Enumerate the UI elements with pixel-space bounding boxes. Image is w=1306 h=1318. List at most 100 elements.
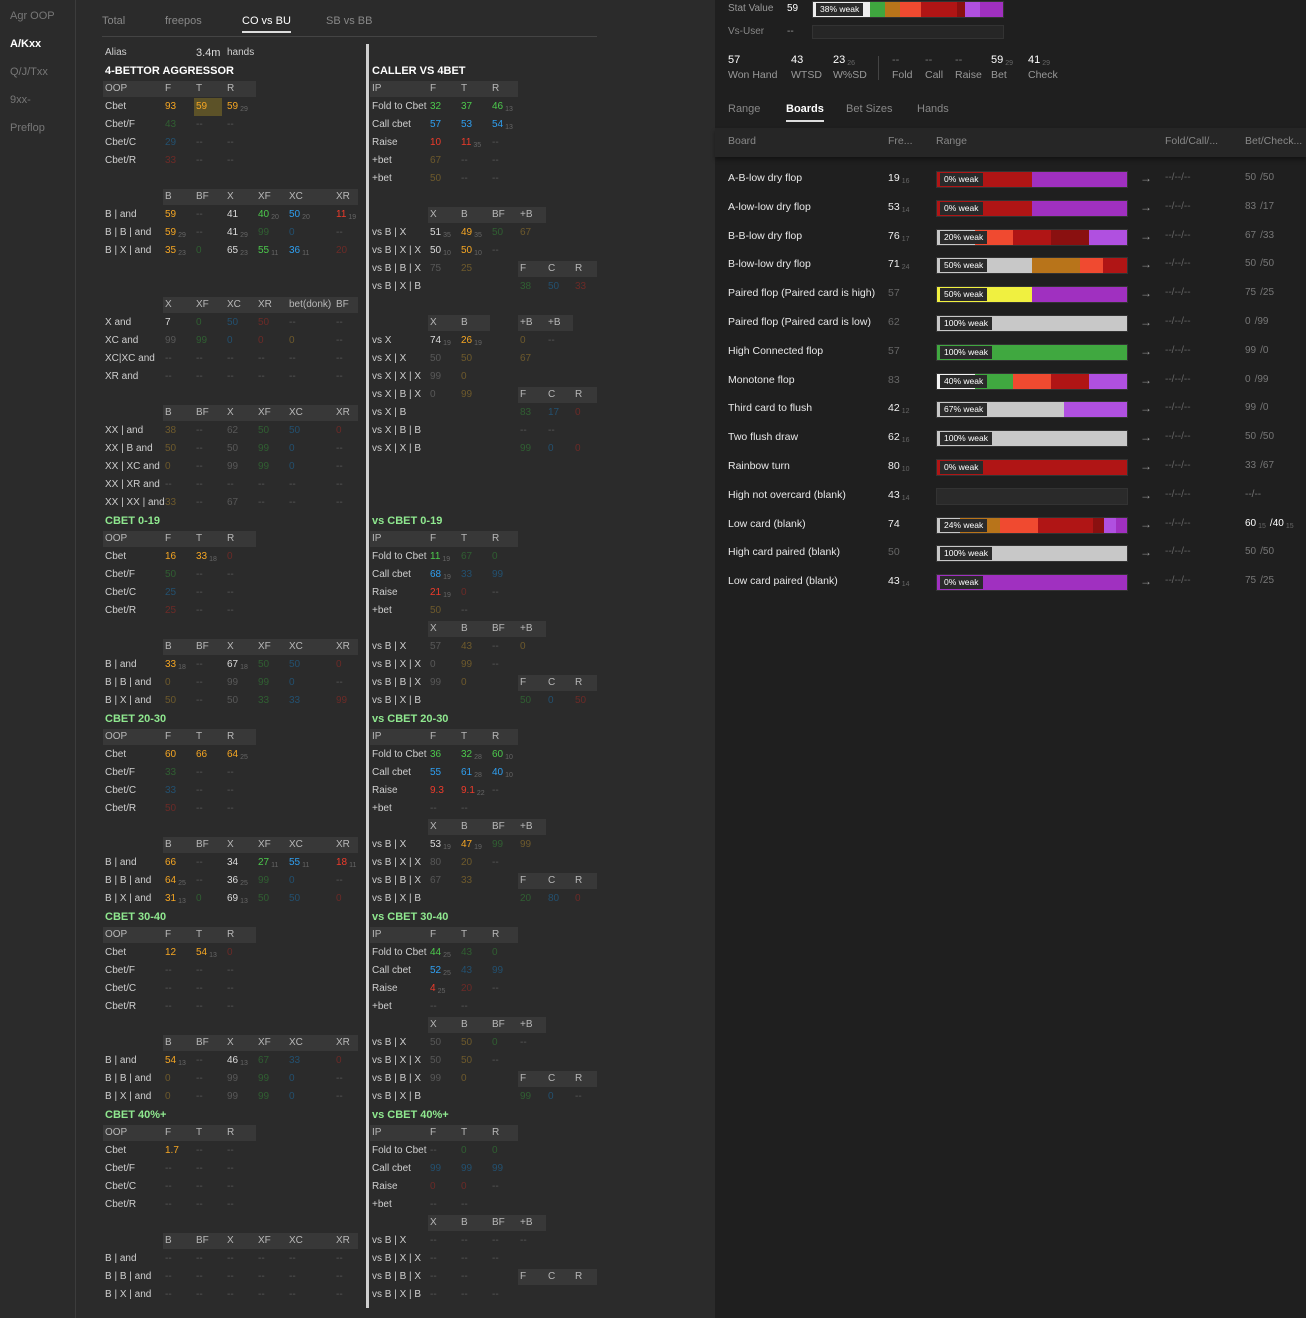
table-cell: +bet <box>370 602 425 620</box>
cell-value: -- <box>227 353 234 364</box>
cell-sub: 25 <box>240 754 248 761</box>
table-cell: 33 <box>459 566 487 584</box>
row-label: XX | and <box>105 425 144 436</box>
table-cell: vs X | X <box>370 350 425 368</box>
board-tab[interactable]: Range <box>728 103 761 115</box>
cell-value: 16 <box>165 551 177 562</box>
row-label: XR and <box>105 371 139 382</box>
cell-value: 9.1 <box>461 785 475 796</box>
bet-check: 67/33 <box>1245 230 1274 241</box>
table-cell: F <box>163 81 194 97</box>
freq-sub: 16 <box>901 437 910 445</box>
row-label: Cbet/C <box>105 587 137 598</box>
cell-sub: 18 <box>240 664 248 671</box>
cell-value: 20 <box>520 893 532 904</box>
range-segment <box>980 2 1003 17</box>
cell-value: 33 <box>196 551 208 562</box>
table-cell: 37 <box>459 98 487 116</box>
tab[interactable]: freepos <box>165 15 202 27</box>
cell-sub: 29 <box>240 232 248 239</box>
range-segment <box>1089 373 1127 389</box>
board-tab[interactable]: Hands <box>917 103 949 115</box>
board-name[interactable]: Third card to flush <box>728 402 813 415</box>
table-cell: -- <box>287 368 331 386</box>
row-label: vs B | B | X <box>372 1073 422 1084</box>
board-name[interactable]: Paired flop (Paired card is low) <box>728 316 871 328</box>
row-label: Fold to Cbet <box>372 749 427 760</box>
cell-value: -- <box>461 1253 468 1264</box>
board-name[interactable]: Two flush draw <box>728 431 799 444</box>
range-bar <box>936 199 1128 217</box>
table-cell: 0 <box>163 1070 191 1088</box>
table-cell: -- <box>459 1286 487 1304</box>
cell-value: -- <box>336 227 343 238</box>
sidebar-item[interactable]: Q/J/Txx <box>10 66 48 78</box>
table-cell: 16 <box>163 548 191 566</box>
freq-value: 57 <box>888 287 900 300</box>
table-cell: 0 <box>459 1142 487 1160</box>
tab[interactable]: Total <box>102 15 126 27</box>
table-cell: X <box>225 639 256 655</box>
cell-value: 32 <box>461 749 473 760</box>
board-name[interactable]: High Connected flop <box>728 344 824 357</box>
board-name[interactable]: B-B-low dry flop <box>728 229 803 242</box>
board-name[interactable]: Low card (blank) <box>728 517 806 530</box>
sidebar-item[interactable]: Preflop <box>10 122 45 134</box>
board-tab[interactable]: Bet Sizes <box>846 103 893 115</box>
table-cell: 20 <box>459 854 487 872</box>
freq-value: 76 <box>888 229 900 242</box>
table-cell: 57 <box>428 638 456 656</box>
cell-value: 25 <box>461 263 473 274</box>
stat-value: 59 <box>787 3 799 14</box>
cell-value: 75 <box>430 263 442 274</box>
sidebar-item[interactable]: Agr OOP <box>10 10 55 22</box>
fcr: --/--/-- <box>1165 431 1191 443</box>
row-label: B | and <box>105 857 137 868</box>
stat-value: -- <box>787 26 794 37</box>
table-cell: -- <box>490 1178 515 1196</box>
range-segment <box>1013 373 1051 389</box>
table-cell: 60 <box>163 746 191 764</box>
row-label: Cbet/C <box>105 1181 137 1192</box>
sidebar-item[interactable]: A/Kxx <box>10 38 42 50</box>
sidebar-item[interactable]: 9xx- <box>10 94 31 106</box>
board-name[interactable]: A-B-low dry flop <box>728 172 803 184</box>
cell-sub: 18 <box>178 664 186 671</box>
table-cell: Fold to Cbet <box>370 944 426 962</box>
stat-number-text: 57 <box>728 54 741 66</box>
table-cell: 50 <box>287 890 331 908</box>
column-header: R <box>227 929 235 940</box>
fcr: --/--/-- <box>1165 460 1191 471</box>
cell-value: -- <box>196 1271 203 1282</box>
column-header: X <box>227 839 234 850</box>
table-cell: -- <box>225 1268 253 1286</box>
cell-value: 51 <box>430 227 442 238</box>
board-name[interactable]: B-low-low dry flop <box>728 258 811 271</box>
tab[interactable]: CO vs BU <box>242 15 291 33</box>
board-name[interactable]: Rainbow turn <box>728 460 790 472</box>
table-cell: -- <box>194 854 222 872</box>
row-label: +bet <box>372 155 392 166</box>
table-cell: -- <box>225 1178 253 1196</box>
table-cell: +bet <box>370 1196 425 1214</box>
cell-value: 50 <box>258 659 270 670</box>
table-cell: XC <box>225 297 256 313</box>
board-name[interactable]: High not overcard (blank) <box>728 488 846 501</box>
board-name[interactable]: Monotone flop <box>728 373 795 386</box>
check-value: /33 <box>1260 229 1275 241</box>
cell-value: -- <box>336 371 343 382</box>
table-cell: 0 <box>518 638 543 656</box>
board-name[interactable]: Low card paired (blank) <box>728 575 838 588</box>
row-label: B | X | and <box>105 245 152 256</box>
board-name[interactable]: High card paired (blank) <box>728 546 841 559</box>
bet-value: 60 <box>1245 517 1257 529</box>
table-cell: 99 <box>256 674 284 692</box>
cell-value: -- <box>165 983 172 994</box>
table-cell: 20 <box>459 980 487 998</box>
board-name[interactable]: Paired flop (Paired card is high) <box>728 287 876 300</box>
tab[interactable]: SB vs BB <box>326 15 373 27</box>
board-name[interactable]: A-low-low dry flop <box>728 200 811 213</box>
board-tab[interactable]: Boards <box>786 103 824 122</box>
cell-value: 54 <box>196 947 208 958</box>
